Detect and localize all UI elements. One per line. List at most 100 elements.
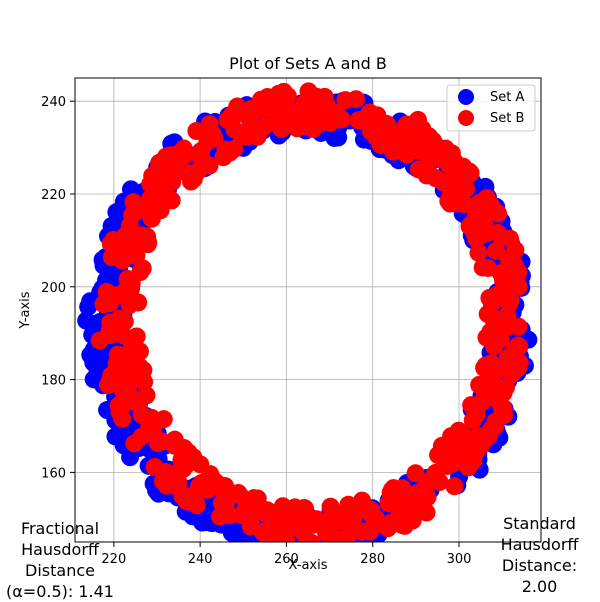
set-b-point xyxy=(505,256,524,275)
chart-title: Plot of Sets A and B xyxy=(229,54,387,73)
set-b-point xyxy=(445,477,464,496)
set-b-point xyxy=(192,148,211,167)
set-b-point xyxy=(486,412,505,431)
set-b-point xyxy=(198,480,217,499)
set-b-point xyxy=(184,169,203,188)
set-b-point xyxy=(478,223,497,242)
set-b-point xyxy=(430,472,449,491)
scatter-points xyxy=(77,82,538,542)
set-b-point xyxy=(309,512,328,531)
set-b-point xyxy=(487,241,506,260)
set-b-point xyxy=(165,436,184,455)
set-b-point xyxy=(349,111,368,130)
set-b-point xyxy=(156,157,175,176)
set-b-point xyxy=(480,288,499,307)
set-b-point xyxy=(455,169,474,188)
set-b-point xyxy=(481,322,500,341)
set-b-point xyxy=(469,243,488,262)
set-b-point xyxy=(99,376,118,395)
set-b-point xyxy=(187,496,206,515)
set-b-point xyxy=(456,448,475,467)
set-b-point xyxy=(391,496,410,515)
set-b-point xyxy=(268,115,287,134)
set-b-point xyxy=(286,106,305,125)
set-b-point xyxy=(90,331,109,350)
fractional-line-1: Fractional xyxy=(20,519,100,538)
legend-label-set-a: Set A xyxy=(490,90,524,105)
fractional-line-4: (α=0.5): 1.41 xyxy=(6,582,114,601)
axes-frame xyxy=(74,77,542,543)
x-tick-label: 260 xyxy=(274,552,299,567)
y-tick-label: 180 xyxy=(41,374,66,389)
set-b-point xyxy=(113,251,132,270)
set-b-point xyxy=(244,489,263,508)
set-b-point xyxy=(122,342,141,361)
set-b-point xyxy=(408,110,427,129)
set-b-point xyxy=(201,465,220,484)
set-b-point xyxy=(478,258,497,277)
set-b-point xyxy=(441,186,460,205)
set-b-point xyxy=(325,513,344,532)
set-b-point xyxy=(248,127,267,146)
set-b-point xyxy=(413,127,432,146)
set-b-point xyxy=(486,377,505,396)
set-b-point xyxy=(309,112,328,131)
set-b-point xyxy=(129,201,148,220)
set-b-point xyxy=(232,506,251,525)
y-tick-label: 200 xyxy=(41,281,66,296)
set-b-point xyxy=(113,325,132,344)
set-b-point xyxy=(492,228,511,247)
set-b-point xyxy=(384,479,403,498)
x-tick-label: 240 xyxy=(188,552,213,567)
legend-marker-set-a xyxy=(458,89,474,105)
set-b-point xyxy=(211,507,230,526)
set-b-point xyxy=(258,501,277,520)
set-b-point xyxy=(258,532,277,542)
set-b-point xyxy=(278,520,297,539)
set-b-point xyxy=(501,273,520,292)
set-b-point xyxy=(115,312,134,331)
set-b-point xyxy=(501,291,520,310)
set-b-point xyxy=(426,169,445,188)
set-b-point xyxy=(177,455,196,474)
fractional-line-3: Distance xyxy=(25,561,95,580)
set-b-point xyxy=(141,174,160,193)
set-b-point xyxy=(127,246,146,265)
x-tick-label: 300 xyxy=(447,552,472,567)
set-b-point xyxy=(203,125,222,144)
set-b-point xyxy=(127,327,146,346)
set-b-point xyxy=(285,500,304,519)
set-b-point xyxy=(278,87,297,106)
set-b-point xyxy=(121,229,140,248)
standard-line-1: Standard xyxy=(503,514,576,533)
set-b-point xyxy=(169,473,188,492)
set-b-point xyxy=(506,241,525,260)
y-tick-label: 220 xyxy=(41,188,66,203)
set-b-point xyxy=(113,409,132,428)
set-b-point xyxy=(477,188,496,207)
set-b-point xyxy=(153,472,172,491)
legend: Set A Set B xyxy=(446,84,536,132)
x-tick-label: 220 xyxy=(101,552,126,567)
set-b-point xyxy=(321,497,340,516)
set-b-point xyxy=(148,412,167,431)
set-b-point xyxy=(132,405,151,424)
set-b-point xyxy=(300,97,319,116)
x-axis-label: X-axis xyxy=(289,558,328,573)
y-tick-label: 240 xyxy=(41,95,66,110)
axis-ticks: 220 240 260 280 300 160 180 200 220 240 xyxy=(41,95,471,567)
fractional-hausdorff-annotation: Fractional Hausdorff Distance (α=0.5): 1… xyxy=(0,518,120,602)
set-b-point xyxy=(509,317,528,336)
set-b-point xyxy=(132,427,151,446)
set-b-point xyxy=(429,445,448,464)
set-b-point xyxy=(470,375,489,394)
set-b-point xyxy=(505,344,524,363)
y-tick-label: 160 xyxy=(41,466,66,481)
y-axis-label: Y-axis xyxy=(18,291,33,329)
set-b-point xyxy=(128,364,147,383)
set-b-point xyxy=(418,488,437,507)
set-b-point xyxy=(483,308,502,327)
set-b-point xyxy=(485,337,504,356)
legend-label-set-b: Set B xyxy=(490,111,524,126)
